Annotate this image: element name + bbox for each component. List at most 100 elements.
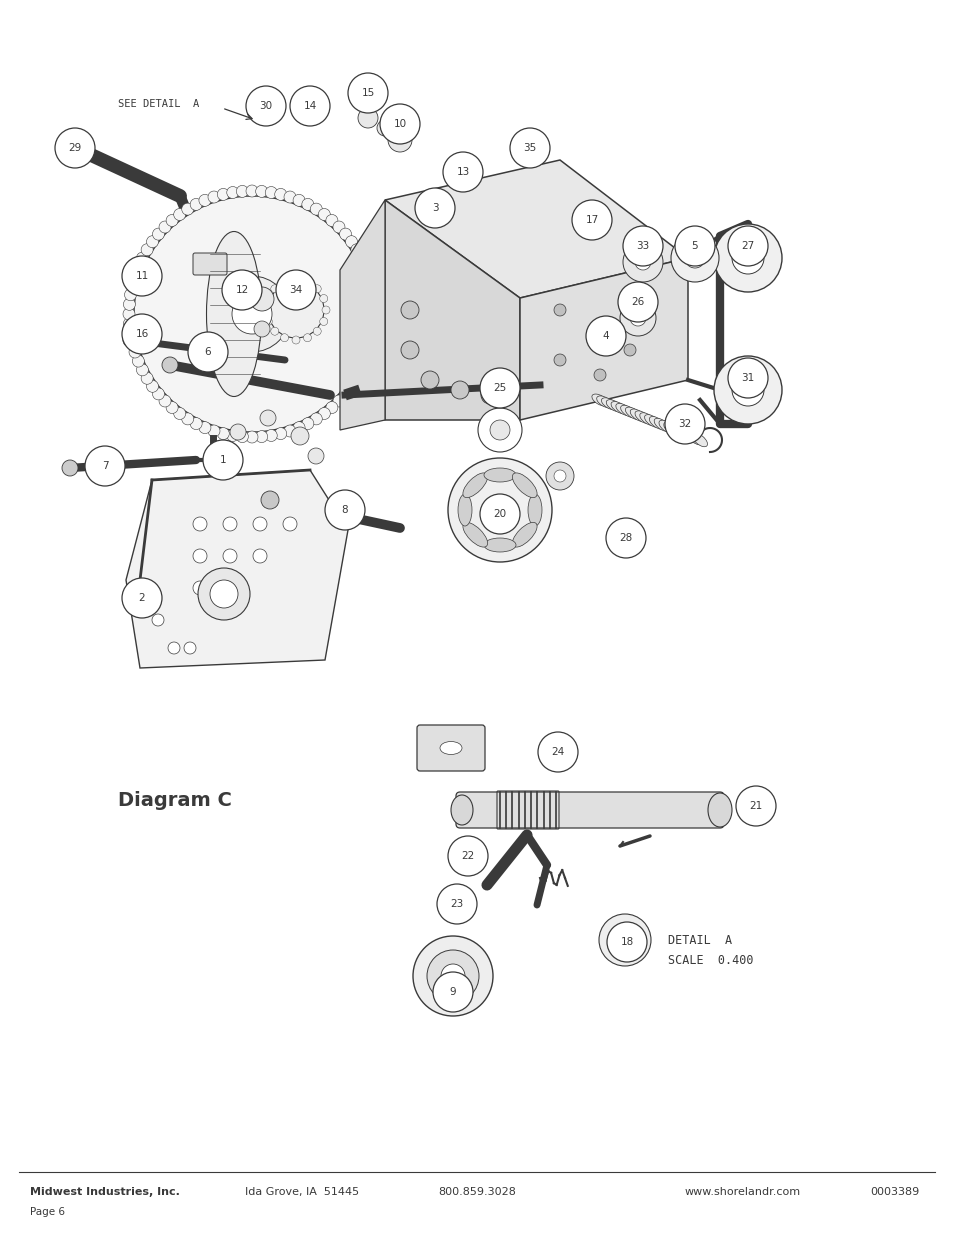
Circle shape — [494, 504, 505, 516]
Circle shape — [210, 580, 237, 608]
Text: 12: 12 — [235, 285, 249, 295]
Ellipse shape — [663, 422, 679, 435]
Circle shape — [326, 215, 337, 226]
Circle shape — [368, 317, 380, 330]
Circle shape — [594, 369, 605, 382]
Text: 30: 30 — [259, 101, 273, 111]
Circle shape — [362, 270, 375, 282]
Circle shape — [554, 354, 565, 366]
Circle shape — [292, 336, 299, 345]
Ellipse shape — [687, 431, 702, 445]
Circle shape — [198, 568, 250, 620]
Circle shape — [292, 275, 299, 284]
Circle shape — [713, 356, 781, 424]
Circle shape — [159, 221, 171, 233]
Circle shape — [308, 448, 324, 464]
Text: 17: 17 — [585, 215, 598, 225]
Ellipse shape — [527, 494, 541, 526]
Circle shape — [322, 306, 330, 314]
Text: 8: 8 — [341, 505, 348, 515]
Circle shape — [193, 550, 207, 563]
Circle shape — [345, 236, 357, 248]
Text: 4: 4 — [602, 331, 609, 341]
Circle shape — [537, 732, 578, 772]
Text: 9: 9 — [449, 987, 456, 997]
Text: 1: 1 — [219, 454, 226, 466]
Circle shape — [152, 614, 164, 626]
Ellipse shape — [483, 538, 516, 552]
Ellipse shape — [630, 409, 645, 421]
Ellipse shape — [673, 426, 688, 438]
Circle shape — [684, 248, 704, 268]
Circle shape — [490, 420, 510, 440]
Circle shape — [448, 458, 552, 562]
Circle shape — [440, 965, 464, 988]
Circle shape — [232, 294, 272, 333]
Circle shape — [222, 270, 262, 310]
Text: Ida Grove, IA  51445: Ida Grove, IA 51445 — [245, 1187, 358, 1197]
Text: 15: 15 — [361, 88, 375, 98]
Circle shape — [129, 270, 141, 282]
Circle shape — [365, 337, 377, 348]
Circle shape — [606, 923, 646, 962]
Polygon shape — [339, 200, 385, 430]
Circle shape — [62, 459, 78, 475]
Circle shape — [727, 358, 767, 398]
Ellipse shape — [635, 411, 650, 424]
Circle shape — [125, 289, 136, 301]
Circle shape — [303, 278, 311, 287]
Ellipse shape — [678, 427, 693, 441]
Circle shape — [310, 412, 322, 425]
Circle shape — [303, 333, 311, 342]
Text: 3: 3 — [432, 203, 437, 212]
Ellipse shape — [600, 398, 617, 410]
Ellipse shape — [451, 795, 473, 825]
Circle shape — [368, 299, 380, 310]
Circle shape — [284, 425, 295, 437]
Text: Midwest Industries, Inc.: Midwest Industries, Inc. — [30, 1187, 180, 1197]
Circle shape — [442, 152, 482, 191]
Circle shape — [122, 314, 162, 354]
FancyBboxPatch shape — [456, 792, 723, 827]
Circle shape — [485, 496, 514, 524]
Circle shape — [670, 233, 719, 282]
Text: 28: 28 — [618, 534, 632, 543]
Circle shape — [713, 224, 781, 291]
Circle shape — [326, 401, 337, 414]
Circle shape — [264, 317, 272, 326]
Circle shape — [613, 927, 637, 952]
Circle shape — [166, 401, 178, 414]
Circle shape — [415, 188, 455, 228]
Circle shape — [333, 395, 345, 408]
Circle shape — [168, 642, 180, 655]
Ellipse shape — [462, 522, 487, 547]
Circle shape — [727, 226, 767, 266]
Circle shape — [351, 243, 362, 256]
Circle shape — [480, 387, 498, 404]
Circle shape — [126, 337, 138, 348]
Circle shape — [479, 494, 519, 534]
Circle shape — [355, 364, 367, 375]
Circle shape — [217, 427, 229, 440]
Circle shape — [325, 490, 365, 530]
Circle shape — [250, 287, 274, 311]
Circle shape — [152, 388, 164, 400]
Circle shape — [280, 333, 288, 342]
Text: 29: 29 — [69, 143, 82, 153]
Circle shape — [284, 191, 295, 203]
Circle shape — [479, 368, 519, 408]
Circle shape — [162, 357, 178, 373]
Circle shape — [213, 275, 290, 352]
Circle shape — [253, 517, 267, 531]
Circle shape — [274, 189, 287, 200]
Circle shape — [365, 279, 377, 291]
Circle shape — [290, 86, 330, 126]
Ellipse shape — [616, 404, 631, 416]
Circle shape — [310, 203, 322, 215]
Circle shape — [203, 440, 243, 480]
Circle shape — [339, 228, 351, 240]
Circle shape — [123, 308, 135, 320]
Text: 25: 25 — [493, 383, 506, 393]
Ellipse shape — [659, 420, 674, 433]
Text: 0003389: 0003389 — [870, 1187, 919, 1197]
